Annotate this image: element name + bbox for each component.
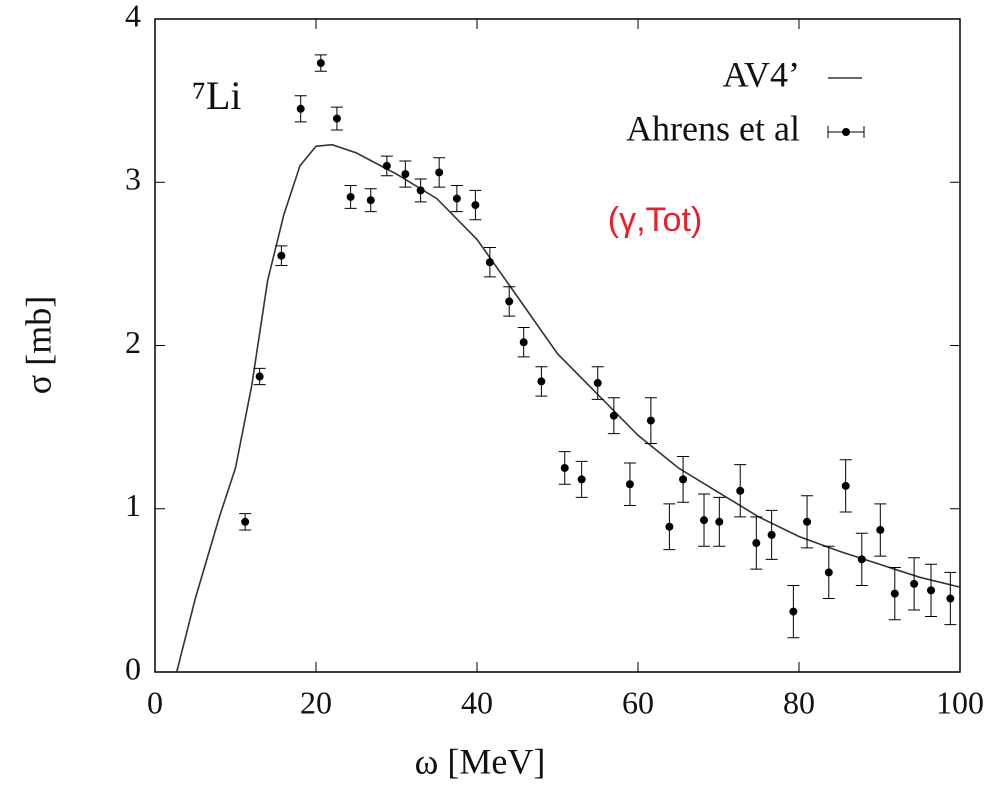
data-point xyxy=(700,516,709,525)
legend-label: AV4’ xyxy=(723,54,800,94)
data-point xyxy=(679,475,688,484)
data-point xyxy=(316,59,325,68)
x-axis-label: ω [MeV] xyxy=(415,741,546,781)
data-point xyxy=(332,114,341,123)
data-point xyxy=(665,522,674,531)
data-point xyxy=(452,194,461,203)
data-point xyxy=(577,475,586,484)
legend-swatch xyxy=(842,128,850,136)
data-point xyxy=(946,594,955,603)
x-tick-label: 80 xyxy=(783,684,815,720)
data-point xyxy=(890,589,899,598)
data-point xyxy=(593,379,602,388)
data-point xyxy=(537,377,546,386)
data-point xyxy=(736,486,745,495)
data-point xyxy=(471,201,480,210)
y-axis-label: σ [mb] xyxy=(18,296,58,394)
data-point xyxy=(609,411,618,420)
x-tick-label: 40 xyxy=(461,684,493,720)
data-point xyxy=(876,525,885,534)
data-point xyxy=(416,186,425,195)
data-point xyxy=(519,338,528,347)
data-point xyxy=(560,463,569,472)
data-point xyxy=(824,568,833,577)
y-tick-label: 1 xyxy=(125,487,141,523)
plot-frame xyxy=(154,18,961,673)
x-tick-label: 100 xyxy=(936,684,984,720)
x-tick-label: 0 xyxy=(147,684,163,720)
data-point xyxy=(346,192,355,201)
reaction-annotation: (γ,Tot) xyxy=(608,201,702,239)
model-curve xyxy=(175,143,961,673)
isotope-annotation: ⁷Li xyxy=(192,73,242,118)
y-tick-label: 0 xyxy=(125,650,141,686)
data-point xyxy=(752,539,761,548)
y-tick-label: 4 xyxy=(125,0,141,33)
data-point xyxy=(401,170,410,179)
data-point xyxy=(366,196,375,205)
data-point xyxy=(927,586,936,595)
data-point xyxy=(767,530,776,539)
legend-label: Ahrens et al xyxy=(626,108,800,148)
x-tick-label: 20 xyxy=(300,684,332,720)
data-point xyxy=(505,297,514,306)
y-tick-label: 3 xyxy=(125,161,141,197)
data-point xyxy=(857,555,866,564)
data-point xyxy=(241,517,250,526)
data-point xyxy=(625,480,634,489)
data-point xyxy=(789,607,798,616)
data-point xyxy=(485,258,494,267)
data-point xyxy=(382,161,391,170)
data-point xyxy=(910,579,919,588)
data-point xyxy=(296,104,305,113)
x-tick-label: 60 xyxy=(622,684,654,720)
data-point xyxy=(841,481,850,490)
data-point xyxy=(435,168,444,177)
data-point xyxy=(646,416,655,425)
data-point xyxy=(255,372,264,381)
y-tick-label: 2 xyxy=(125,324,141,360)
data-point xyxy=(803,517,812,526)
data-point xyxy=(277,251,286,260)
data-point xyxy=(715,517,724,526)
